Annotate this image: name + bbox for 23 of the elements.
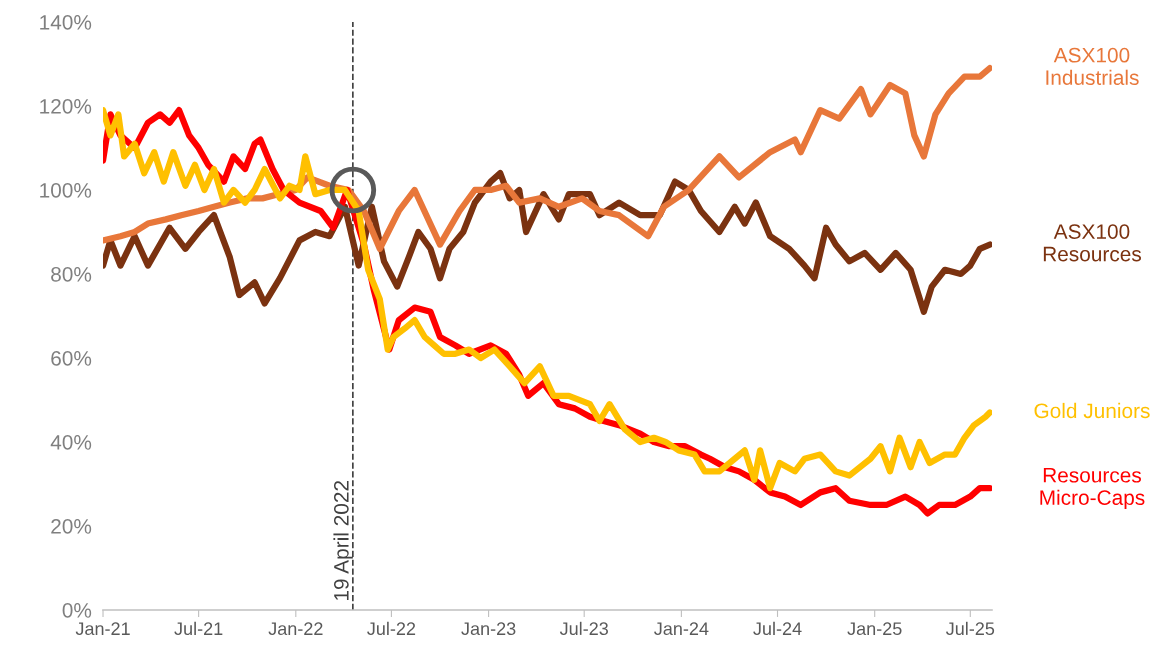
y-tick-label: 0% [62,602,92,618]
x-tick-label: Jul-23 [559,621,608,636]
x-tick-label: Jul-22 [367,621,416,636]
x-tick-label: Jan-25 [847,622,902,636]
x-tick-label: Jan-22 [268,622,323,636]
text: ASX100 Industrials [1046,47,1139,85]
text: Resources Micro-Caps [1040,468,1145,510]
x-tick-label: Jan-24 [654,622,709,636]
y-tick-label: 20% [51,518,92,534]
text: Gold Juniors [1034,402,1150,419]
y-tick-label: 60% [51,350,92,366]
x-tick-label: Jul-21 [174,621,223,636]
ref-line-label: 19 April 2022 [333,481,353,600]
y-tick-label: 140% [40,14,92,30]
x-tick-label: Jul-25 [946,621,995,636]
y-tick-label: 100% [40,182,92,198]
x-tick-label: Jan-21 [75,622,130,636]
y-tick-label: 120% [40,98,92,114]
x-tick-label: Jan-23 [461,622,516,636]
y-tick-label: 80% [51,266,92,282]
text: ASX100 Resources [1043,224,1141,262]
x-tick-label: Jul-24 [753,621,802,636]
y-tick-label: 40% [50,434,92,450]
